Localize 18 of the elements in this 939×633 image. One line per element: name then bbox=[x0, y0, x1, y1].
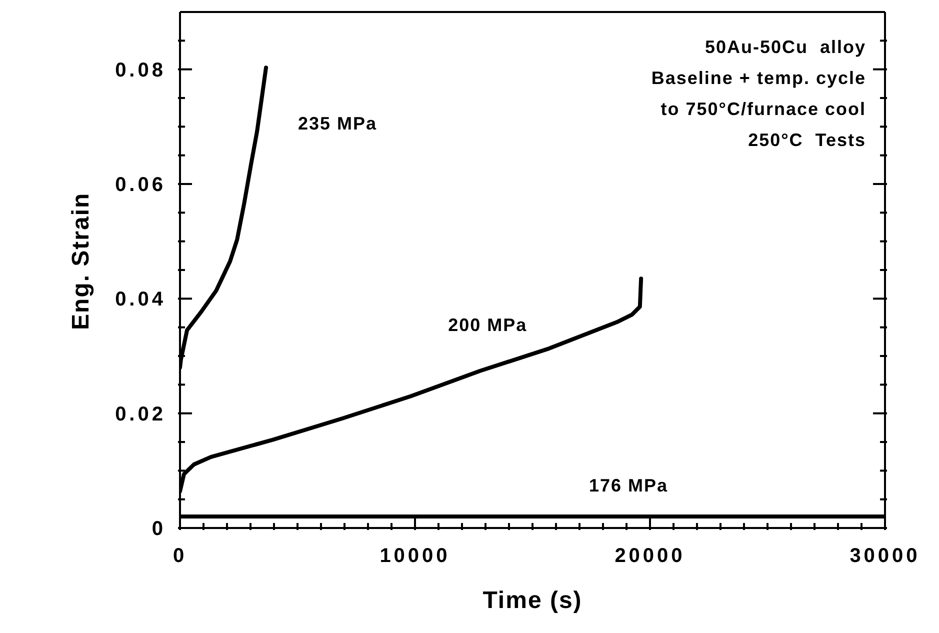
x-tick-label: 0 bbox=[172, 545, 188, 567]
y-tick-label: 0.04 bbox=[115, 288, 166, 311]
y-tick-label: 0.02 bbox=[115, 403, 166, 426]
series-label: 176 MPa bbox=[589, 476, 668, 496]
series-label: 200 MPa bbox=[448, 314, 528, 335]
y-tick-label: 0.06 bbox=[115, 174, 166, 196]
x-axis-title: Time (s) bbox=[482, 587, 582, 614]
x-tick-label: 30000 bbox=[850, 545, 920, 567]
y-tick-label: 0.08 bbox=[115, 59, 166, 82]
text: 235 MPa bbox=[298, 114, 378, 134]
x-tick-label: 10000 bbox=[380, 545, 450, 567]
annotation: to 750°C/furnace cool bbox=[660, 98, 866, 121]
x-tick-label: 20000 bbox=[614, 545, 686, 567]
y-tick-label: 0 bbox=[152, 518, 166, 540]
annotation: Baseline + temp. cycle bbox=[651, 67, 866, 90]
annotation: 50Au-50Cu alloy bbox=[704, 36, 866, 59]
y-axis-title: Eng. Strain bbox=[68, 192, 95, 330]
annotation: 250°C Tests bbox=[747, 129, 866, 152]
